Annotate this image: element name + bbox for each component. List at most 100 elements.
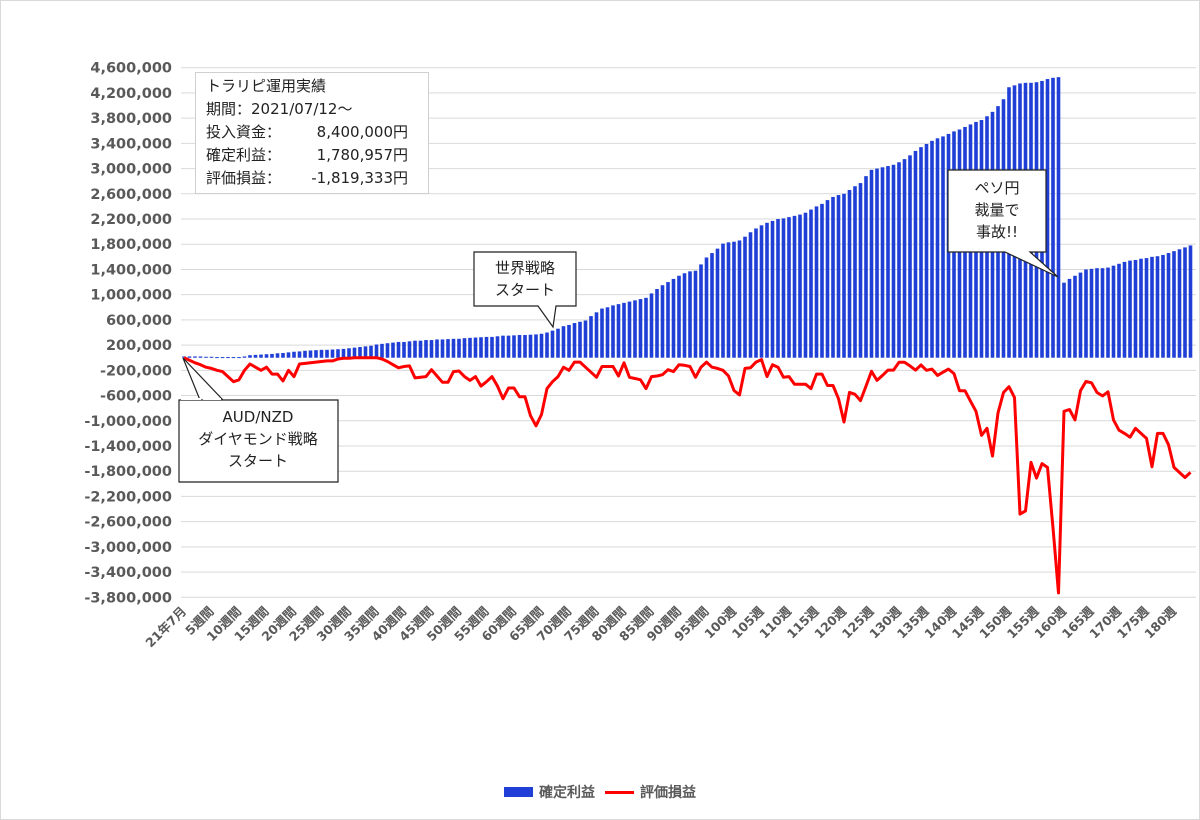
bar	[809, 209, 813, 358]
callout-world-strategy: 世界戦略 スタート	[473, 251, 577, 329]
bar	[1062, 282, 1066, 358]
callout-peso-yen: ペソ円 裁量で 事故!!	[947, 169, 1059, 278]
bar	[506, 335, 511, 358]
bar	[644, 297, 648, 358]
y-tick-label: -3,800,000	[84, 590, 172, 606]
bar	[341, 348, 346, 358]
y-tick-label: 4,600,000	[90, 61, 172, 77]
bar	[1188, 245, 1193, 358]
bar	[908, 155, 912, 358]
bar	[204, 356, 208, 358]
y-tick-label: -3,000,000	[84, 540, 172, 556]
bar	[187, 356, 192, 358]
bar	[1078, 272, 1083, 358]
bar	[605, 307, 610, 358]
bar	[1128, 260, 1132, 358]
bar	[875, 168, 879, 358]
bar	[193, 356, 197, 358]
bar	[814, 206, 819, 358]
y-tick-label: -2,600,000	[84, 515, 172, 531]
bar	[517, 335, 522, 358]
bar	[462, 338, 467, 358]
bar	[622, 302, 626, 358]
bar	[842, 193, 846, 358]
bar	[242, 356, 247, 358]
info-label: 評価損益：	[206, 169, 282, 187]
y-tick-label: 4,200,000	[90, 86, 172, 102]
bar	[314, 350, 318, 358]
bar	[776, 219, 780, 358]
bar	[930, 140, 934, 358]
legend: 確定利益 評価損益	[0, 782, 1200, 802]
bar	[308, 350, 313, 358]
bar	[451, 338, 456, 358]
bar	[880, 167, 885, 358]
bar	[572, 323, 577, 358]
bar	[638, 299, 643, 358]
bar	[1045, 79, 1050, 358]
bar	[770, 220, 775, 358]
bar	[385, 343, 390, 358]
y-tick-label: -3,400,000	[84, 565, 172, 581]
bar	[693, 270, 698, 358]
bar	[765, 222, 769, 358]
bar	[710, 253, 714, 358]
bar	[649, 293, 654, 358]
bar	[418, 340, 423, 358]
bar	[759, 225, 764, 358]
bar	[550, 330, 555, 358]
bar	[616, 304, 621, 358]
bar	[369, 345, 373, 358]
bar	[556, 328, 560, 358]
bar	[902, 159, 907, 358]
bar	[583, 320, 588, 358]
bar	[836, 195, 841, 358]
bar	[677, 275, 681, 358]
bar	[913, 150, 918, 358]
bar	[1183, 247, 1187, 358]
bar	[297, 351, 302, 358]
bar	[523, 335, 527, 358]
legend-swatch-bar	[504, 787, 533, 797]
callout-line: 事故!!	[976, 223, 1018, 241]
y-tick-label: 200,000	[106, 338, 172, 354]
y-tick-label: -2,200,000	[84, 489, 172, 505]
y-tick-label: -1,800,000	[84, 464, 172, 480]
bar	[215, 357, 219, 359]
info-value: 8,400,000円	[316, 123, 408, 141]
bar	[440, 339, 445, 358]
bar	[484, 336, 489, 358]
bar	[1051, 77, 1055, 358]
bar	[666, 282, 670, 358]
bar	[803, 212, 808, 358]
bar	[820, 203, 824, 358]
bar	[611, 305, 615, 358]
line-series	[183, 356, 1192, 595]
callout-line: ペソ円	[974, 179, 1019, 197]
bar	[539, 333, 544, 358]
bar	[1056, 77, 1061, 358]
legend-label-unrealized: 評価損益	[640, 785, 696, 801]
y-tick-label: 600,000	[106, 313, 172, 329]
callout-line: 裁量で	[974, 201, 1019, 219]
y-tick-label: -1,000,000	[84, 414, 172, 430]
bar	[886, 166, 890, 358]
bar	[209, 356, 214, 358]
bar	[1073, 275, 1077, 358]
y-tick-label: 1,000,000	[90, 288, 172, 304]
bar	[528, 334, 533, 358]
callout-line: スタート	[228, 452, 288, 470]
bar	[1155, 256, 1160, 358]
bar	[1089, 268, 1094, 358]
bar	[1106, 267, 1110, 358]
bar	[792, 215, 797, 358]
bar	[781, 218, 786, 358]
bar	[325, 349, 329, 358]
y-tick-label: 2,600,000	[90, 187, 172, 203]
bar	[858, 183, 863, 358]
bar	[220, 357, 225, 359]
bar	[1177, 249, 1182, 358]
bar	[259, 354, 263, 358]
x-tick-label: 180週	[1141, 603, 1179, 641]
bar	[198, 356, 203, 358]
